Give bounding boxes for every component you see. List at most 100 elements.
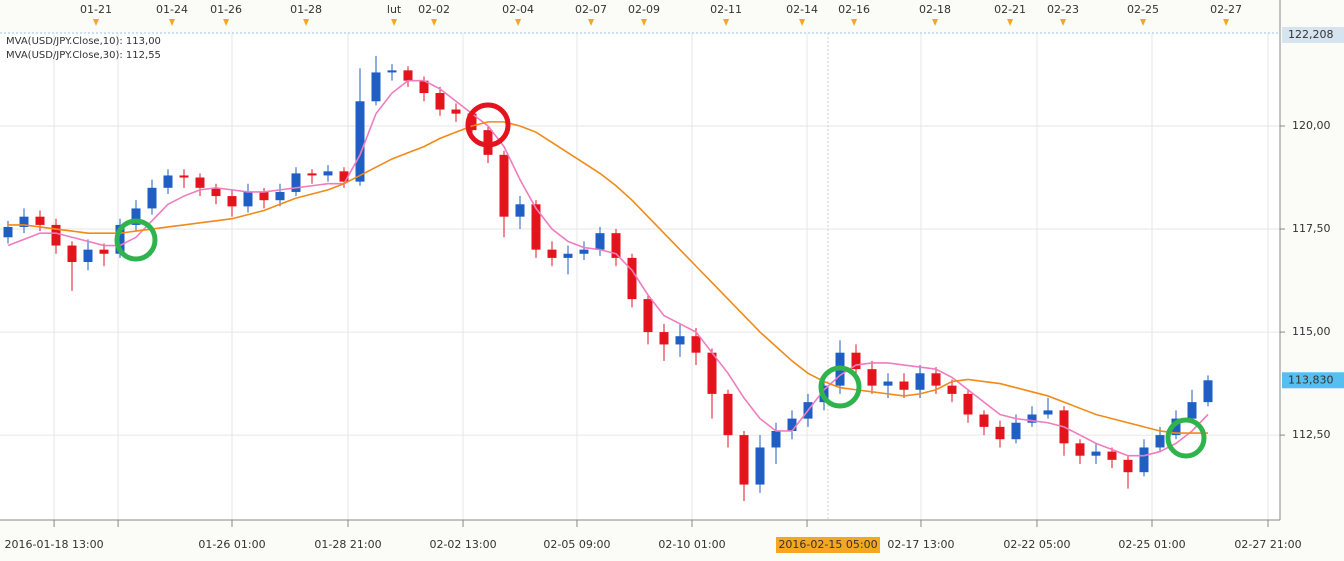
candle-body bbox=[563, 253, 573, 258]
ma-line bbox=[7, 79, 1209, 457]
x-tick-label: 02-27 21:00 bbox=[1234, 538, 1301, 551]
top-tick-label: 02-09 bbox=[628, 3, 660, 16]
top-tick-marker bbox=[93, 19, 99, 26]
candle-body bbox=[147, 187, 157, 209]
candle-body bbox=[1027, 414, 1037, 423]
top-tick-marker bbox=[169, 19, 175, 26]
candle-body bbox=[195, 177, 205, 188]
top-tick-label: 02-27 bbox=[1210, 3, 1242, 16]
candle-body bbox=[1107, 451, 1117, 460]
x-tick-label: 01-26 01:00 bbox=[198, 538, 265, 551]
top-tick-marker bbox=[1223, 19, 1230, 26]
axes: 112,50 115,00 117,50 120,00 122,208 113,830 20… bbox=[5, 3, 1344, 553]
top-tick-label: 02-07 bbox=[575, 3, 607, 16]
candle-body bbox=[339, 171, 349, 182]
annotation-circle bbox=[1165, 417, 1207, 459]
y-tick-label: 120,00 bbox=[1292, 119, 1331, 132]
candle-body bbox=[579, 249, 589, 254]
candle-body bbox=[1187, 402, 1197, 419]
plot bbox=[3, 55, 1213, 502]
crosshair-label: 2016-02-15 05:00 bbox=[778, 538, 877, 551]
top-tick-label: 02-25 bbox=[1127, 3, 1159, 16]
x-tick-label: 02-05 09:00 bbox=[543, 538, 610, 551]
y-tick-label: 115,00 bbox=[1292, 325, 1331, 338]
candle-body bbox=[739, 435, 749, 485]
candle-body bbox=[1011, 422, 1021, 440]
candle-body bbox=[515, 204, 525, 217]
candle-body bbox=[627, 257, 637, 300]
price-label: 122,208 bbox=[1288, 28, 1334, 41]
top-tick-label: 01-26 bbox=[210, 3, 242, 16]
candle-body bbox=[355, 101, 365, 182]
price-label: 113,830 bbox=[1288, 373, 1334, 386]
top-tick-label: 01-28 bbox=[290, 3, 322, 16]
top-tick-label: lut bbox=[387, 3, 402, 16]
candle-body bbox=[851, 352, 861, 370]
y-tick-label: 112,50 bbox=[1292, 428, 1331, 441]
bottom-axis-band bbox=[0, 520, 1344, 561]
x-tick-label: 2016-01-18 13:00 bbox=[5, 538, 104, 551]
candle-body bbox=[51, 224, 61, 246]
candle-body bbox=[675, 336, 685, 345]
candle-body bbox=[259, 191, 269, 201]
candle-body bbox=[99, 249, 109, 254]
candle-body bbox=[115, 224, 125, 254]
candle-body bbox=[659, 332, 669, 345]
x-tick-label: 02-25 01:00 bbox=[1118, 538, 1185, 551]
candle-body bbox=[1203, 380, 1213, 403]
right-axis-band bbox=[1280, 0, 1344, 561]
candle-body bbox=[1075, 443, 1085, 456]
top-axis-band bbox=[0, 0, 1280, 33]
candle-body bbox=[547, 249, 557, 258]
candle-body bbox=[899, 381, 909, 390]
candle-body bbox=[67, 245, 77, 263]
candle-body bbox=[275, 191, 285, 201]
candle-body bbox=[227, 196, 237, 207]
candle-body bbox=[643, 299, 653, 333]
candle-body bbox=[1091, 451, 1101, 456]
top-tick-marker bbox=[431, 19, 438, 26]
candle-body bbox=[1171, 418, 1181, 436]
candle-body bbox=[483, 130, 493, 155]
price-label-box bbox=[1282, 27, 1344, 43]
annotation-circle bbox=[818, 365, 862, 409]
candle-body bbox=[979, 414, 989, 427]
candle-body bbox=[611, 233, 621, 258]
candle-body bbox=[323, 171, 333, 176]
legend-entry: MVA(USD/JPY.Close,30): 112,55 bbox=[6, 50, 161, 61]
top-tick-marker bbox=[1007, 19, 1014, 26]
annotation-circle bbox=[465, 102, 511, 148]
top-tick-marker bbox=[799, 19, 806, 26]
ma-line bbox=[8, 121, 1208, 434]
top-tick-marker bbox=[1140, 19, 1147, 26]
candle-body bbox=[1139, 447, 1149, 473]
candle-body bbox=[131, 208, 141, 225]
top-tick-label: 02-23 bbox=[1047, 3, 1079, 16]
candle-body bbox=[1043, 410, 1053, 415]
candle-body bbox=[499, 154, 509, 217]
candle-body bbox=[787, 418, 797, 431]
x-tick-label: 01-28 21:00 bbox=[314, 538, 381, 551]
top-tick-label: 02-18 bbox=[919, 3, 951, 16]
top-tick-label: 02-14 bbox=[786, 3, 818, 16]
candle-body bbox=[163, 175, 173, 188]
candle-body bbox=[531, 204, 541, 250]
top-tick-label: 02-02 bbox=[418, 3, 450, 16]
candle-body bbox=[435, 93, 445, 110]
candle-body bbox=[915, 373, 925, 390]
top-tick-label: 02-16 bbox=[838, 3, 870, 16]
price-label-box bbox=[1282, 372, 1344, 389]
candle-body bbox=[867, 369, 877, 386]
candle-body bbox=[595, 233, 605, 250]
top-tick-marker bbox=[723, 19, 730, 26]
top-tick-label: 02-11 bbox=[710, 3, 742, 16]
top-tick-label: 01-24 bbox=[156, 3, 188, 16]
candle-body bbox=[211, 187, 221, 197]
candle-body bbox=[19, 216, 29, 227]
candle-body bbox=[243, 191, 253, 207]
crosshair-label-box bbox=[776, 537, 880, 553]
candle-body bbox=[35, 216, 45, 225]
candle-body bbox=[403, 70, 413, 81]
candle-body bbox=[1155, 435, 1165, 448]
